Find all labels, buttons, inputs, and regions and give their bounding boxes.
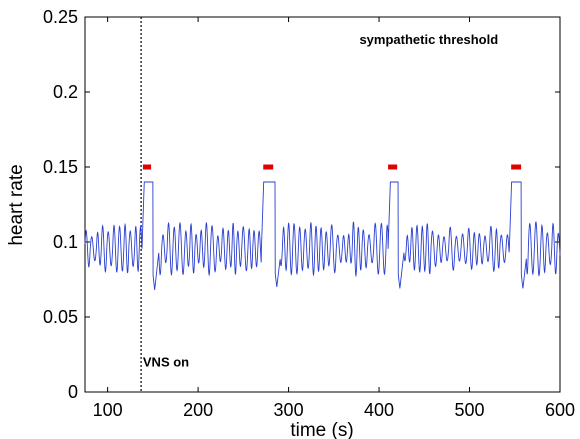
y-tick-label: 0.25 [43, 7, 78, 27]
y-tick-label: 0.2 [53, 82, 78, 102]
heart-rate-series-line [84, 181, 561, 291]
y-tick-label: 0.05 [43, 307, 78, 327]
x-tick-label: 400 [364, 400, 394, 420]
y-tick-label: 0.1 [53, 232, 78, 252]
axis-tick-labels: 100 200 300 400 500 600 0 0.05 0.1 0.15 0.2 0.25 [43, 7, 575, 420]
x-tick-label: 200 [183, 400, 213, 420]
x-tick-label: 600 [545, 400, 575, 420]
x-tick-label: 100 [93, 400, 123, 420]
y-tick-label: 0.15 [43, 157, 78, 177]
plot-area [84, 16, 561, 393]
y-axis-label: heart rate [6, 164, 27, 245]
x-axis-label: time (s) [290, 420, 353, 439]
x-tick-label: 300 [274, 400, 304, 420]
annotation-vns-on: VNS on [143, 355, 189, 370]
x-tick-label: 500 [455, 400, 485, 420]
y-tick-label: 0 [68, 382, 78, 402]
annotation-sympathetic-threshold: sympathetic threshold [359, 32, 498, 47]
